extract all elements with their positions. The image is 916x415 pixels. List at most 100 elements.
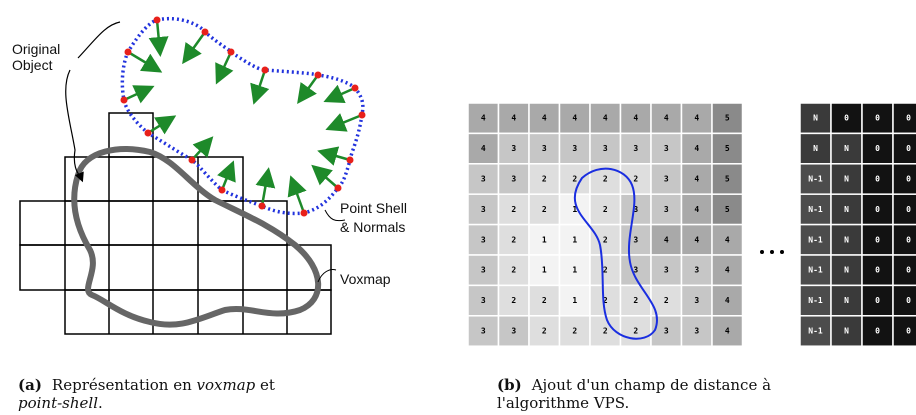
- grid-cell: [799, 223, 832, 256]
- cell-value: 1: [572, 235, 577, 244]
- cell-value: 1: [542, 235, 547, 244]
- label: Voxmap: [340, 271, 391, 287]
- cell-value: 4: [664, 114, 669, 123]
- cell-value: 2: [603, 235, 608, 244]
- cell-value: 4: [603, 114, 608, 123]
- cell-value: 0: [906, 114, 911, 123]
- grid-cell: [711, 193, 744, 226]
- cell-value: 3: [481, 327, 486, 336]
- grid-cell: [799, 102, 832, 135]
- grid-cell: [558, 315, 591, 347]
- shell-point: [120, 96, 128, 104]
- grid-cell: [650, 193, 683, 226]
- cell-value: 4: [633, 114, 638, 123]
- cell-value: 3: [633, 205, 638, 214]
- cell-value: 0: [906, 205, 911, 214]
- cell-value: 3: [694, 327, 699, 336]
- shell-point: [153, 16, 161, 24]
- normal-arrow: [148, 19, 169, 57]
- cell-value: 4: [511, 114, 516, 123]
- cell-value: 2: [603, 175, 608, 184]
- cell-value: 2: [511, 296, 516, 305]
- normal-arrow: [323, 84, 356, 104]
- grid-cell: [892, 163, 916, 195]
- shell-point: [144, 129, 152, 137]
- caption-text: Ajout d'un champ de distance à: [531, 376, 771, 394]
- grid-cell: [799, 193, 832, 226]
- grid-cell: [589, 102, 622, 135]
- cell-value: 0: [906, 266, 911, 275]
- cell-value: N: [844, 175, 849, 184]
- cell-value: 3: [542, 144, 547, 153]
- normal-arrow: [250, 69, 270, 105]
- object-outline: [71, 146, 322, 328]
- cell-value: 4: [664, 235, 669, 244]
- cell-value: 4: [694, 175, 699, 184]
- grid-cell: [528, 102, 561, 135]
- cell-value: 3: [664, 266, 669, 275]
- grid-cell: [619, 254, 652, 287]
- shell-point: [346, 156, 354, 164]
- point-shell: [120, 17, 365, 216]
- cell-value: 4: [725, 296, 730, 305]
- grid-cell: [589, 223, 622, 256]
- cell-value: 4: [542, 114, 547, 123]
- cell-value: 2: [572, 175, 577, 184]
- cell-value: N: [844, 144, 849, 153]
- grid-cell: [799, 132, 832, 165]
- cell-value: 2: [542, 327, 547, 336]
- grid-cell: [861, 132, 894, 165]
- cell-value: 3: [511, 144, 516, 153]
- shell-point: [218, 186, 226, 194]
- caption-text: .: [98, 394, 103, 412]
- normal-arrow: [127, 50, 163, 73]
- grid-cell: [558, 254, 591, 287]
- cell-value: 2: [603, 205, 608, 214]
- cell-value: 3: [664, 175, 669, 184]
- grid-cell: [830, 284, 863, 317]
- cell-value: 0: [875, 327, 880, 336]
- cell-value: 3: [481, 205, 486, 214]
- cell-value: N-1: [808, 175, 823, 184]
- normal-arrow: [217, 160, 236, 191]
- cell-value: 2: [511, 205, 516, 214]
- caption-text: voxmap: [197, 376, 256, 394]
- cell-value: 3: [664, 327, 669, 336]
- caption: (b) Ajout d'un champ de distance à: [497, 376, 771, 394]
- cell-value: 0: [906, 235, 911, 244]
- normals: [123, 19, 363, 214]
- cell-value: 0: [875, 175, 880, 184]
- grid-cell: [589, 132, 622, 165]
- normal-arrow: [255, 167, 276, 207]
- grid-cell: [892, 284, 916, 317]
- leader: [65, 21, 121, 180]
- grid-cell: [892, 102, 916, 135]
- cell-value: N: [844, 205, 849, 214]
- cell-value: 4: [694, 114, 699, 123]
- grid-cell: [892, 254, 916, 287]
- shell-point: [334, 184, 342, 192]
- cell-value: 3: [694, 266, 699, 275]
- cell-value: 3: [481, 235, 486, 244]
- grid-cell: [680, 315, 713, 347]
- cell-value: 3: [633, 144, 638, 153]
- cell-value: N: [813, 144, 818, 153]
- normal-arrow: [287, 175, 307, 214]
- ellipsis: [760, 250, 784, 254]
- cell-value: 4: [725, 235, 730, 244]
- normal-arrow: [325, 113, 363, 132]
- shell-point: [261, 66, 269, 74]
- cell-value: N: [844, 296, 849, 305]
- grid-cell: [861, 315, 894, 347]
- shell-point: [358, 111, 366, 119]
- cell-value: 2: [664, 296, 669, 305]
- cell-value: 2: [603, 296, 608, 305]
- grid-cell: [711, 254, 744, 287]
- object-outline: [573, 167, 658, 340]
- cell-value: 4: [725, 266, 730, 275]
- voxmap-grid: [19, 112, 332, 335]
- grid-cell: [467, 254, 500, 287]
- cell-value: 2: [511, 235, 516, 244]
- caption: (a) Représentation en voxmap et: [18, 376, 275, 394]
- shell-point: [351, 84, 359, 92]
